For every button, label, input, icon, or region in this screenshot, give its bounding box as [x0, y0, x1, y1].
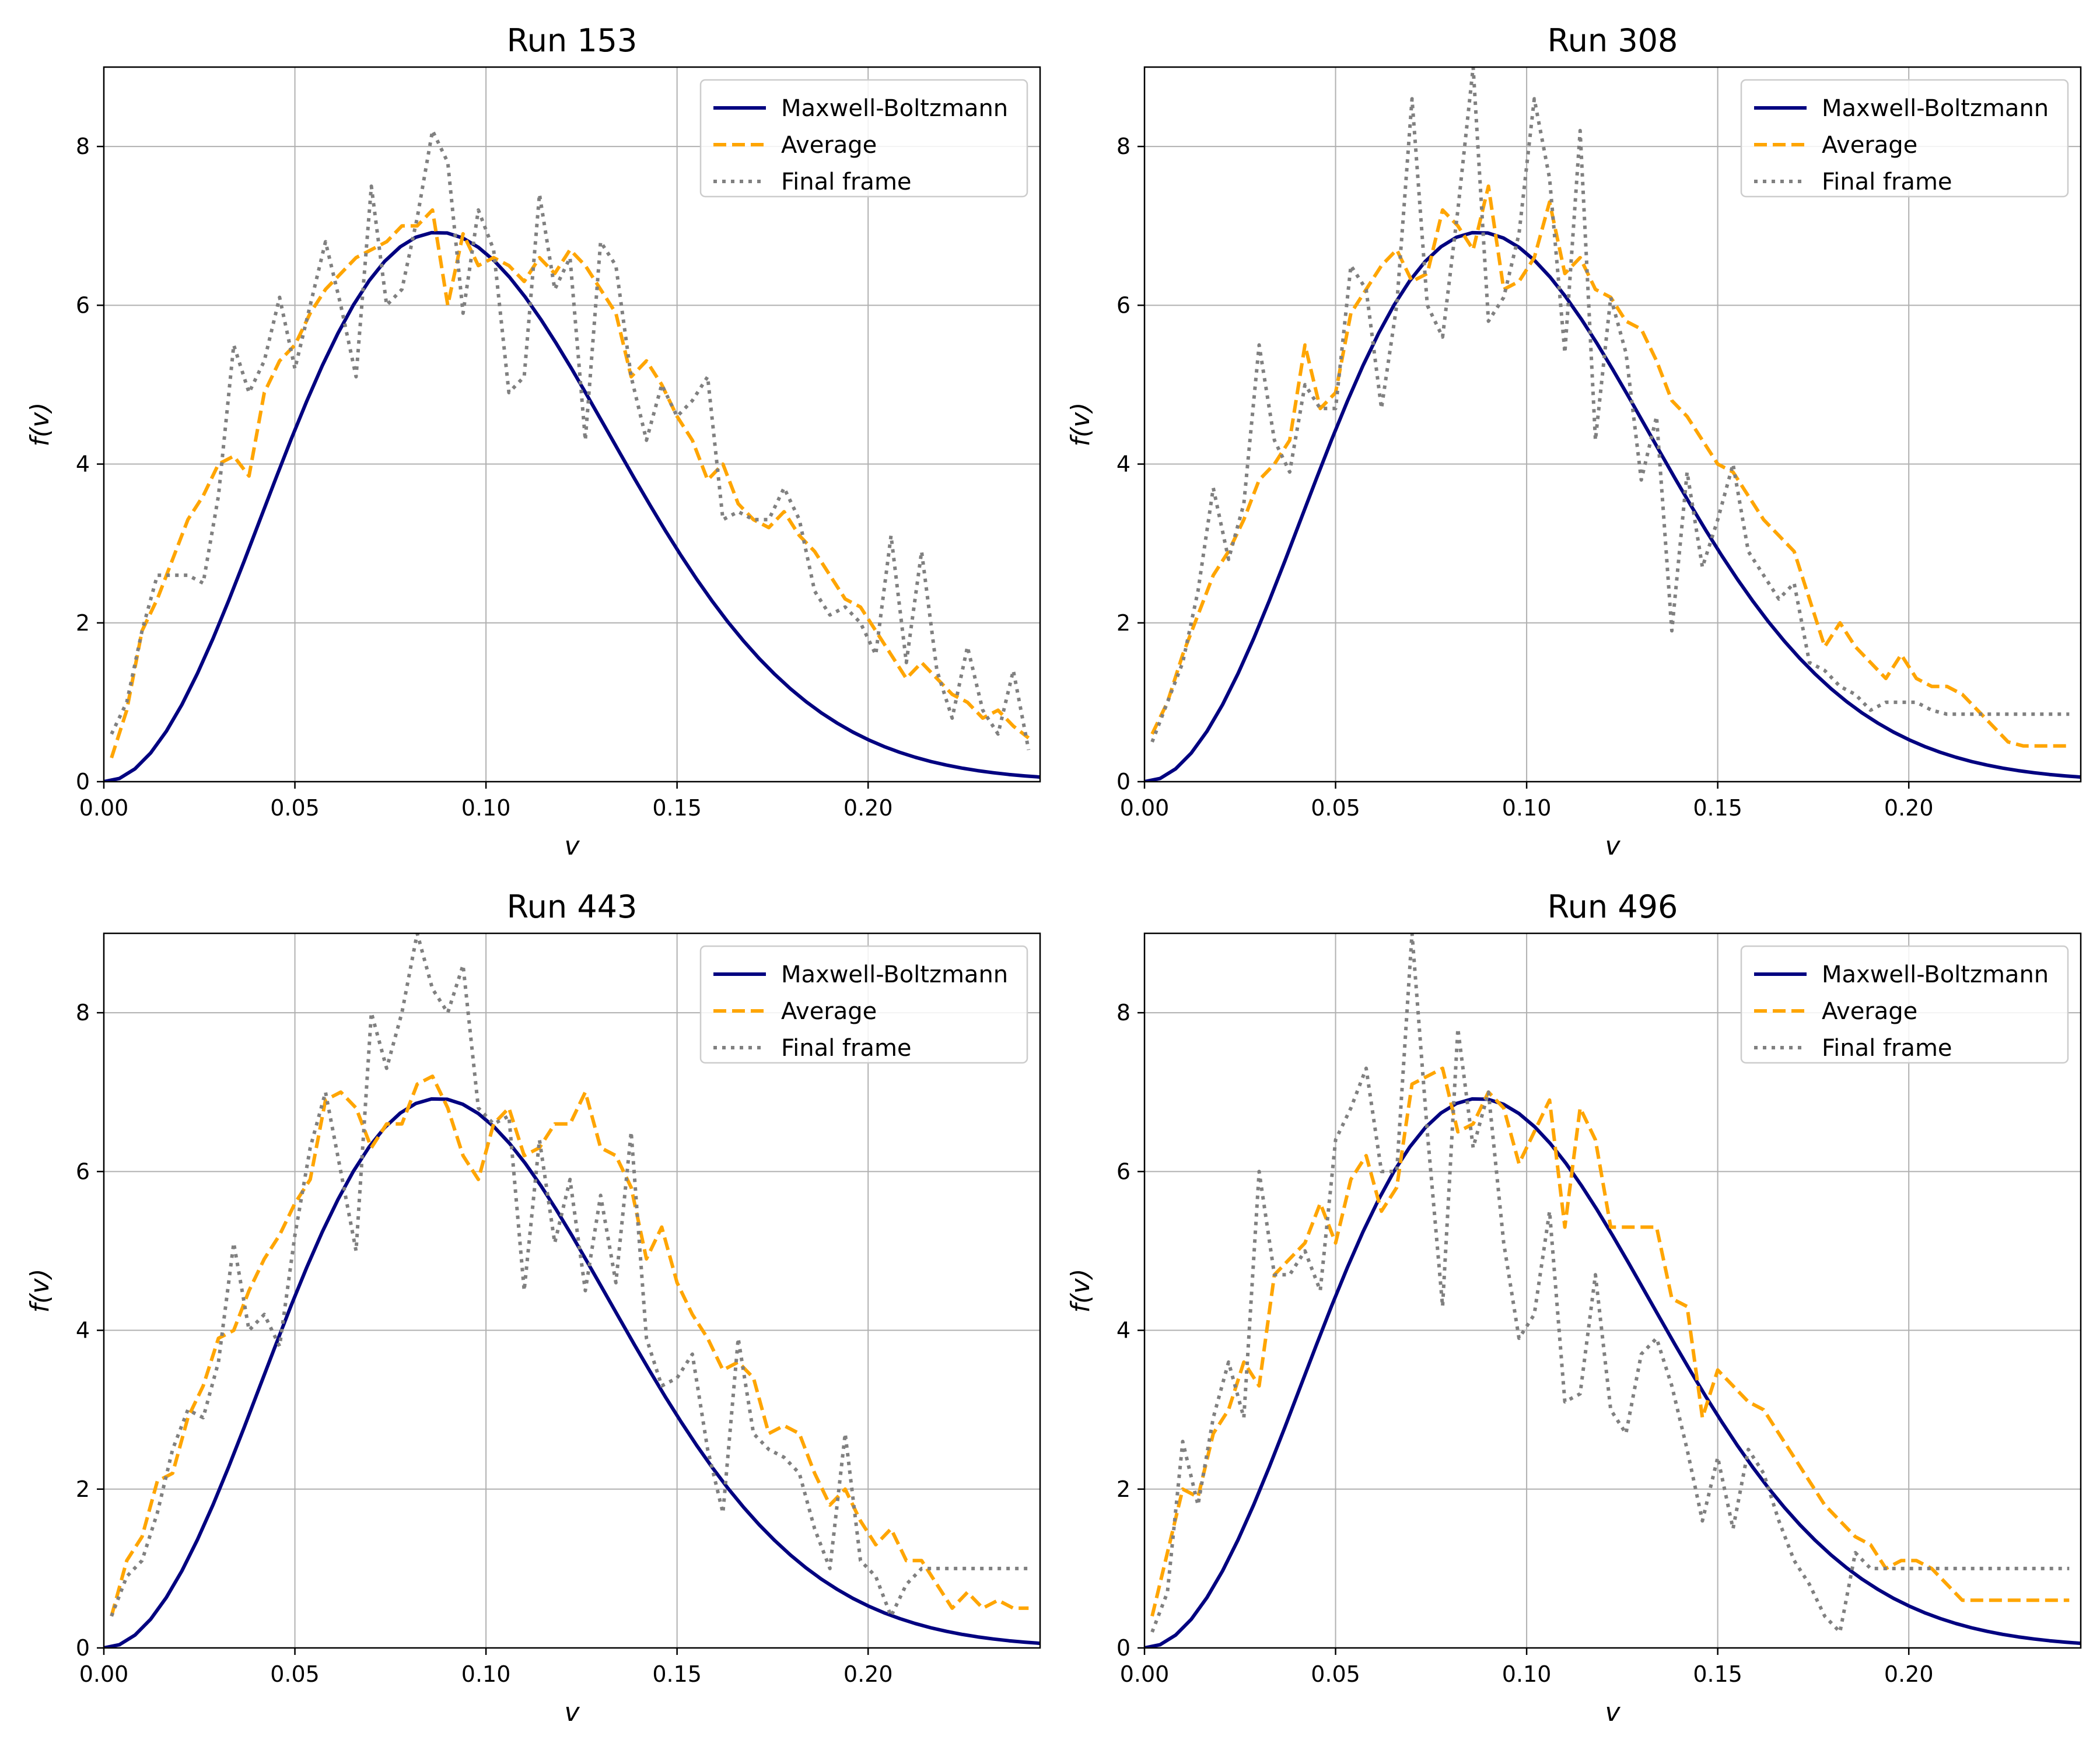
y-tick-label: 8: [1116, 134, 1130, 159]
x-axis-label: v: [564, 1698, 580, 1727]
y-tick-label: 2: [1116, 610, 1130, 636]
x-tick-label: 0.20: [844, 795, 893, 821]
axes-frame: [103, 66, 1041, 783]
legend-box: [699, 945, 1028, 1064]
x-tick-label: 0.00: [79, 795, 129, 821]
y-axis-label: f(v): [25, 402, 55, 447]
series-average: [1150, 1066, 2070, 1617]
x-tick-label: 0.10: [461, 1661, 511, 1687]
series-maxwell-boltzmann: [104, 230, 1040, 782]
series-group: [104, 128, 1040, 782]
series-average: [110, 1074, 1029, 1617]
y-tick-label: 6: [76, 1158, 90, 1184]
series-maxwell-boltzmann: [1144, 1097, 2081, 1648]
y-tick-label: 4: [1116, 452, 1130, 477]
series-final-frame: [110, 933, 1029, 1618]
legend: Maxwell-Boltzmann Average Final frame: [1740, 945, 2069, 1064]
x-tick-label: 0.05: [270, 1661, 320, 1687]
x-tick-label: 0.20: [1884, 1661, 1934, 1687]
y-axis-label: f(v): [1066, 1269, 1096, 1313]
x-tick-label: 0.05: [1311, 795, 1360, 821]
x-tick-label: 0.10: [1502, 795, 1552, 821]
chart-panel-1: 0.00 0.05 0.10 0.15 0.20 0 2 4 6 8 Run 153 v f(v) Max…: [25, 22, 1041, 861]
x-axis-label: v: [1605, 1698, 1620, 1727]
legend-label: Final frame: [781, 169, 912, 195]
series-group: [1144, 67, 2081, 782]
chart-panel-2: 0.00 0.05 0.10 0.15 0.20 0 2 4 6 8 Run 308 v f(v) Max…: [1066, 22, 2082, 861]
axes-frame: [1143, 932, 2082, 1649]
legend-box: [1740, 945, 2069, 1064]
x-axis-label: v: [564, 831, 580, 861]
y-tick-label: 8: [76, 134, 90, 159]
x-tick-label: 0.00: [79, 1661, 129, 1687]
chart-panel-4: 0.00 0.05 0.10 0.15 0.20 0 2 4 6 8 Run 496 v f(v) Max…: [1066, 888, 2082, 1727]
y-tick-label: 6: [1116, 292, 1130, 318]
series-group: [1144, 933, 2081, 1648]
y-axis-label: f(v): [25, 1269, 55, 1313]
legend-label: Maxwell-Boltzmann: [781, 95, 1008, 122]
legend-label: Average: [1822, 132, 1917, 159]
legend-box: [699, 79, 1028, 198]
x-tick-label: 0.10: [461, 795, 511, 821]
chart-title: Run 308: [1548, 22, 1678, 59]
y-tick-label: 8: [76, 1000, 90, 1026]
y-tick-label: 6: [76, 292, 90, 318]
x-axis-label: v: [1605, 831, 1620, 861]
chart-title: Run 443: [507, 888, 638, 925]
y-tick-label: 4: [1116, 1318, 1130, 1343]
series-average: [110, 208, 1030, 759]
x-tick-label: 0.10: [1502, 1661, 1552, 1687]
x-tick-label: 0.15: [1693, 1661, 1742, 1687]
legend-label: Maxwell-Boltzmann: [1822, 961, 2049, 988]
legend-label: Final frame: [1822, 169, 1952, 195]
legend-label: Final frame: [781, 1035, 912, 1062]
series-maxwell-boltzmann: [104, 1097, 1040, 1648]
y-tick-label: 2: [1116, 1476, 1130, 1502]
x-tick-label: 0.15: [652, 795, 702, 821]
y-tick-label: 0: [1116, 1635, 1130, 1661]
y-tick-label: 4: [76, 1318, 90, 1343]
y-tick-label: 2: [76, 610, 90, 636]
chart-title: Run 153: [507, 22, 638, 59]
legend: Maxwell-Boltzmann Average Final frame: [699, 79, 1028, 198]
y-tick-label: 4: [76, 452, 90, 477]
legend-label: Maxwell-Boltzmann: [1822, 95, 2049, 122]
legend-box: [1740, 79, 2069, 198]
x-tick-label: 0.20: [1884, 795, 1934, 821]
legend-label: Maxwell-Boltzmann: [781, 961, 1008, 988]
x-tick-label: 0.20: [844, 1661, 893, 1687]
series-final-frame: [1150, 67, 2070, 743]
chart-panel-3: 0.00 0.05 0.10 0.15 0.20 0 2 4 6 8 Run 443 v f(v) Max…: [25, 888, 1041, 1727]
y-axis-label: f(v): [1066, 402, 1096, 447]
legend-label: Average: [781, 998, 877, 1025]
x-tick-label: 0.05: [1311, 1661, 1360, 1687]
axes-frame: [103, 932, 1041, 1649]
series-final-frame: [1150, 933, 2070, 1634]
legend: Maxwell-Boltzmann Average Final frame: [1740, 79, 2069, 198]
y-tick-label: 0: [76, 1635, 90, 1661]
x-tick-label: 0.00: [1120, 795, 1170, 821]
series-maxwell-boltzmann: [1144, 230, 2081, 782]
x-tick-label: 0.05: [270, 795, 320, 821]
y-tick-label: 2: [76, 1476, 90, 1502]
y-tick-label: 0: [76, 769, 90, 794]
axes-frame: [1143, 66, 2082, 783]
y-tick-label: 8: [1116, 1000, 1130, 1026]
x-tick-label: 0.00: [1120, 1661, 1170, 1687]
legend-label: Final frame: [1822, 1035, 1952, 1062]
chart-title: Run 496: [1548, 888, 1678, 925]
series-group: [104, 933, 1040, 1648]
legend-label: Average: [781, 132, 877, 159]
y-tick-label: 0: [1116, 769, 1130, 794]
series-average: [1150, 184, 2070, 748]
y-tick-label: 6: [1116, 1158, 1130, 1184]
legend: Maxwell-Boltzmann Average Final frame: [699, 945, 1028, 1064]
x-tick-label: 0.15: [1693, 795, 1742, 821]
x-tick-label: 0.15: [652, 1661, 702, 1687]
legend-label: Average: [1822, 998, 1917, 1025]
